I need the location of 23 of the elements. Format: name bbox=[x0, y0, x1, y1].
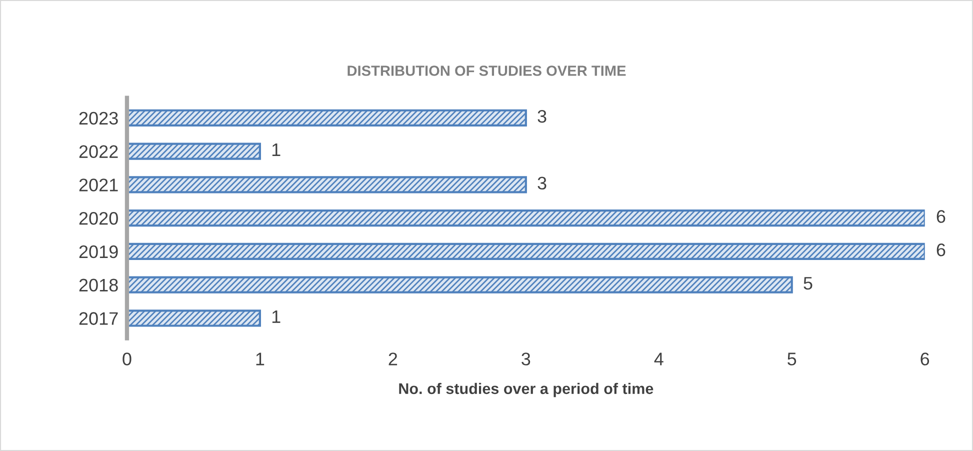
y-tick-label: 2017 bbox=[79, 312, 118, 325]
y-tick-label: 2020 bbox=[79, 212, 118, 225]
y-tick-label: 2023 bbox=[79, 112, 118, 125]
x-tick-label: 1 bbox=[256, 352, 264, 366]
y-tick-label: 2021 bbox=[79, 178, 118, 192]
y-tick-label: 2022 bbox=[79, 145, 118, 158]
y-tick-label: 2019 bbox=[79, 245, 118, 258]
data-label: 3 bbox=[538, 110, 546, 123]
x-tick-label: 0 bbox=[122, 352, 132, 366]
x-tick-label: 4 bbox=[654, 352, 664, 366]
x-tick-label: 6 bbox=[920, 352, 930, 366]
x-tick-label: 5 bbox=[788, 352, 796, 366]
data-label: 5 bbox=[804, 277, 812, 290]
data-label: 3 bbox=[538, 176, 546, 190]
chart-title: DISTRIBUTION OF STUDIES OVER TIME bbox=[348, 66, 626, 76]
y-tick-label: 2018 bbox=[79, 278, 118, 292]
x-tick-label: 3 bbox=[522, 352, 530, 366]
data-label: 1 bbox=[272, 310, 280, 323]
data-label: 6 bbox=[936, 244, 946, 256]
data-label: 1 bbox=[272, 144, 280, 156]
x-axis-title: No. of studies over a period of time bbox=[399, 382, 654, 398]
x-tick-label: 2 bbox=[388, 352, 398, 366]
data-label: 6 bbox=[936, 210, 946, 223]
